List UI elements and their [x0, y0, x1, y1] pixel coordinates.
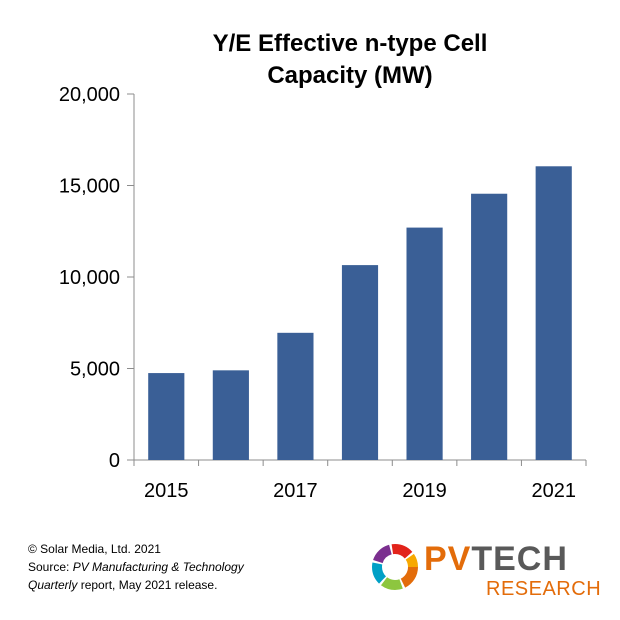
y-tick-label: 0	[109, 450, 120, 472]
source-prefix: Source:	[28, 560, 73, 574]
x-tick-label: 2015	[144, 480, 189, 502]
logo-pv: PV	[424, 540, 472, 578]
pvtech-ring-logo-icon	[372, 544, 418, 590]
x-tick-label: 2021	[531, 480, 576, 502]
y-tick-label: 20,000	[59, 84, 120, 106]
logo-research: RESEARCH	[486, 578, 602, 600]
bar-2021	[535, 166, 572, 460]
copyright-line: © Solar Media, Ltd. 2021	[28, 542, 161, 556]
logo-tech: TECH	[471, 540, 568, 578]
release-note: report, May 2021 release.	[77, 578, 218, 592]
chart-title-line-1: Y/E Effective n-type Cell	[212, 30, 488, 57]
y-tick-label: 15,000	[59, 176, 120, 198]
source-credit: © Solar Media, Ltd. 2021 Source: PV Manu…	[28, 540, 244, 594]
bar-2015	[148, 373, 185, 460]
chart-title-line-2: Capacity (MW)	[267, 62, 433, 89]
x-tick-label: 2019	[402, 480, 447, 502]
y-tick-label: 10,000	[59, 267, 120, 289]
release-line: Quarterly report, May 2021 release.	[28, 576, 244, 594]
logo-wordmark: PVTECH	[424, 540, 568, 578]
bar-2020	[471, 193, 508, 461]
source-publication-cont: Quarterly	[28, 578, 78, 592]
y-tick-label: 5,000	[70, 359, 120, 381]
source-publication: PV Manufacturing & Technology	[72, 560, 244, 574]
x-tick-label: 2017	[273, 480, 318, 502]
bar-2017	[277, 332, 314, 460]
bar-2016	[212, 370, 249, 460]
bar-2018	[341, 265, 379, 460]
pvtech-research-logo: PVTECH RESEARCH	[368, 540, 602, 600]
bar-2019	[406, 227, 443, 460]
source-line: Source: PV Manufacturing & Technology	[28, 558, 244, 576]
chart-title: Y/E Effective n-type Cell Capacity (MW)	[170, 28, 530, 92]
